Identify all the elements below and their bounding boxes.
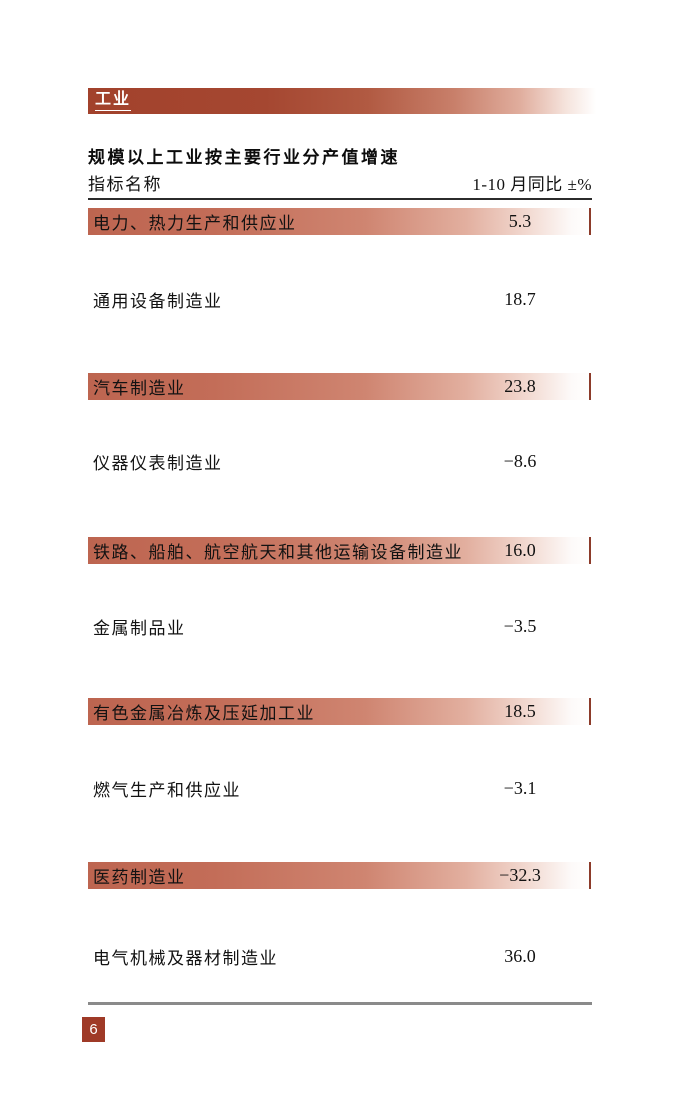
column-header-period: 1-10 月同比 ±%	[472, 175, 592, 194]
table-row: 医药制造业 −32.3	[88, 862, 592, 889]
row-label: 金属制品业	[93, 619, 186, 638]
column-header-indicator-name: 指标名称	[88, 175, 162, 194]
row-label: 电力、热力生产和供应业	[93, 214, 297, 233]
table-row: 电气机械及器材制造业 36.0	[88, 943, 592, 970]
row-label: 医药制造业	[93, 868, 186, 887]
row-value: 18.7	[504, 289, 536, 309]
table-row: 有色金属冶炼及压延加工业 18.5	[88, 698, 592, 725]
row-label: 仪器仪表制造业	[93, 454, 223, 473]
table-title: 规模以上工业按主要行业分产值增速	[88, 148, 400, 167]
row-end-tick-icon	[588, 208, 591, 235]
row-value: −8.6	[503, 451, 537, 471]
page-number-badge: 6	[82, 1017, 105, 1042]
row-value: −3.5	[503, 616, 537, 636]
row-label: 有色金属冶炼及压延加工业	[93, 704, 315, 723]
table-row: 通用设备制造业 18.7	[88, 286, 592, 313]
row-label: 汽车制造业	[93, 379, 186, 398]
page-number: 6	[89, 1021, 98, 1038]
row-end-tick-icon	[588, 373, 591, 400]
row-label: 电气机械及器材制造业	[93, 949, 278, 968]
table-row: 仪器仪表制造业 −8.6	[88, 448, 592, 475]
table-row: 燃气生产和供应业 −3.1	[88, 775, 592, 802]
row-end-tick-icon	[588, 537, 591, 564]
row-value: 16.0	[504, 540, 536, 560]
row-value: 5.3	[508, 211, 532, 231]
row-value: −3.1	[503, 778, 537, 798]
table-row: 电力、热力生产和供应业 5.3	[88, 208, 592, 235]
footer-rule	[88, 1002, 592, 1005]
row-value: 36.0	[504, 946, 536, 966]
table-row: 汽车制造业 23.8	[88, 373, 592, 400]
table-row: 金属制品业 −3.5	[88, 613, 592, 640]
row-value: −32.3	[499, 865, 541, 885]
row-label: 燃气生产和供应业	[93, 781, 241, 800]
table-row: 铁路、船舶、航空航天和其他运输设备制造业 16.0	[88, 537, 592, 564]
row-end-tick-icon	[588, 698, 591, 725]
row-label: 通用设备制造业	[93, 292, 223, 311]
row-label: 铁路、船舶、航空航天和其他运输设备制造业	[93, 543, 463, 562]
section-header-bar: 工业	[88, 88, 596, 114]
section-header-label: 工业	[95, 91, 132, 111]
row-value: 18.5	[504, 701, 536, 721]
table-rows: 电力、热力生产和供应业 5.3 通用设备制造业 18.7 汽车制造业 23.8 …	[88, 200, 592, 970]
row-end-tick-icon	[588, 862, 591, 889]
row-value: 23.8	[504, 376, 536, 396]
table-header-row: 指标名称 1-10 月同比 ±%	[88, 174, 592, 200]
